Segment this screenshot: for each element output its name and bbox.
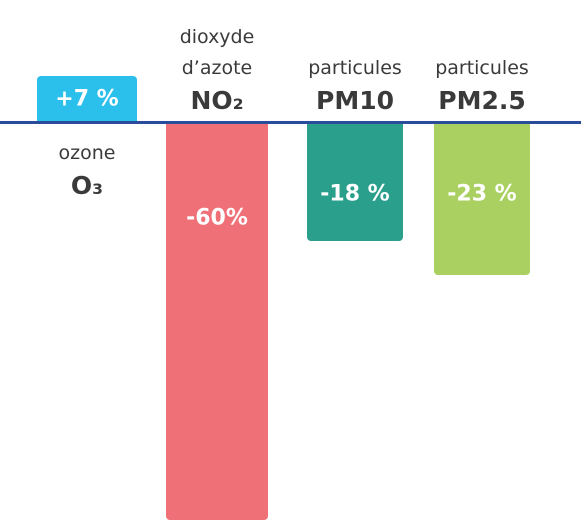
category-label: ozone O₃ xyxy=(32,138,142,203)
category-name: PM10 xyxy=(316,86,394,115)
category-name: O₃ xyxy=(70,171,104,200)
category-description: particules xyxy=(308,57,402,79)
value-label: -23 % xyxy=(447,181,517,207)
bar xyxy=(166,122,268,520)
category-description: particules xyxy=(435,57,529,79)
category-label: particules PM10 xyxy=(300,53,410,118)
category-name: PM2.5 xyxy=(438,86,526,115)
bar xyxy=(37,75,137,122)
category-description: ozone xyxy=(58,142,116,164)
bar xyxy=(307,122,403,242)
value-label: -60% xyxy=(186,205,248,231)
category-label: dioxyde d’azote NO₂ xyxy=(162,22,272,118)
bar xyxy=(434,122,530,275)
category-description: dioxyde d’azote xyxy=(179,26,255,79)
value-label: -18 % xyxy=(320,181,390,207)
baseline xyxy=(0,121,581,124)
category-label: particules PM2.5 xyxy=(427,53,537,118)
category-name: NO₂ xyxy=(190,86,244,115)
value-label: +7 % xyxy=(55,86,119,112)
